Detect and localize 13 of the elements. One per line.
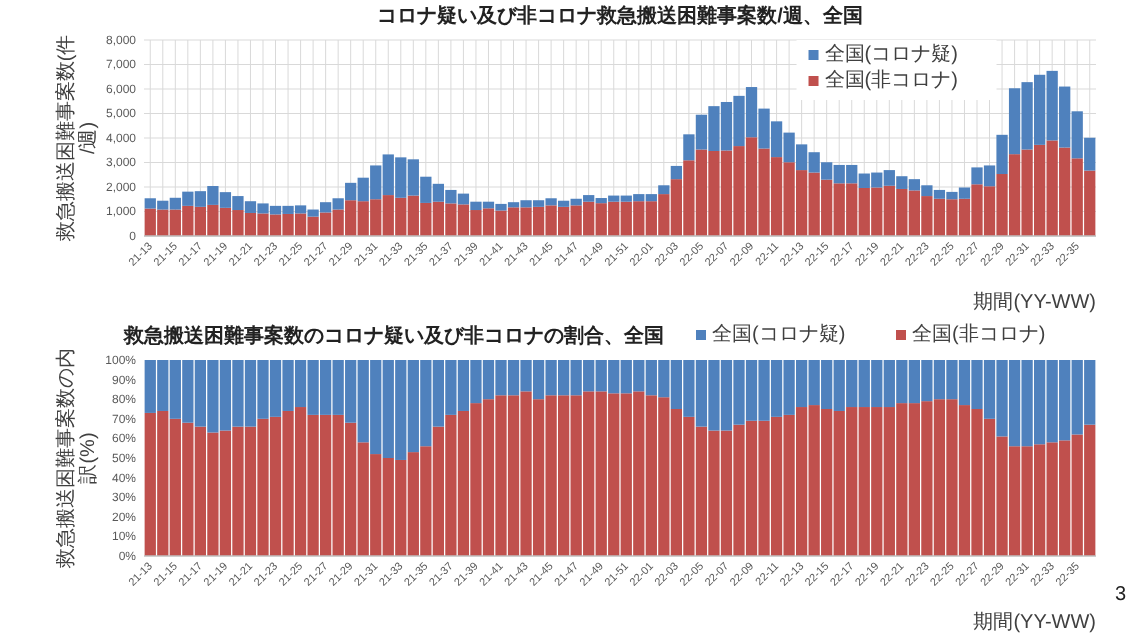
y-axis-title: 救急搬送困難事案数の内訳(%) xyxy=(54,348,100,570)
x-axis-title: 期間(YY-WW) xyxy=(973,290,1096,314)
x-axis-title: 期間(YY-WW) xyxy=(973,610,1096,634)
chart-title: コロナ疑い及び非コロナ救急搬送困難事案数/週、全国 xyxy=(377,4,863,28)
y-axis-title: 救急搬送困難事案数(件/週) xyxy=(54,34,100,244)
text: 3 xyxy=(1114,584,1127,606)
chart-title: 救急搬送困難事案数のコロナ疑い及び非コロナの割合、全国 xyxy=(122,324,664,348)
legend-label: 全国(非コロナ) xyxy=(912,322,1046,346)
bar xyxy=(670,165,683,180)
bar xyxy=(658,185,670,195)
legend-label: 全国(非コロナ) xyxy=(824,68,958,92)
legend-label: 全国(コロナ疑) xyxy=(824,42,958,66)
legend-label: 全国(コロナ疑) xyxy=(712,322,846,346)
